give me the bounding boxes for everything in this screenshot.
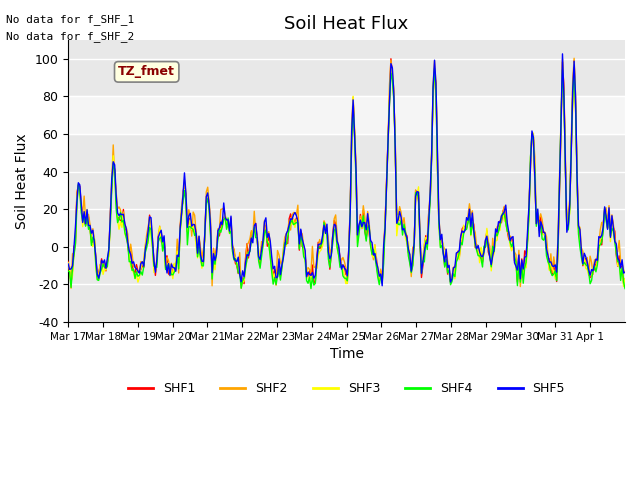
Legend: SHF1, SHF2, SHF3, SHF4, SHF5: SHF1, SHF2, SHF3, SHF4, SHF5 [123, 377, 570, 400]
X-axis label: Time: Time [330, 347, 364, 361]
Bar [68, 96, 625, 134]
Y-axis label: Soil Heat Flux: Soil Heat Flux [15, 133, 29, 229]
Title: Soil Heat Flux: Soil Heat Flux [284, 15, 409, 33]
Text: No data for f_SHF_1: No data for f_SHF_1 [6, 14, 134, 25]
Text: TZ_fmet: TZ_fmet [118, 65, 175, 78]
Text: No data for f_SHF_2: No data for f_SHF_2 [6, 31, 134, 42]
